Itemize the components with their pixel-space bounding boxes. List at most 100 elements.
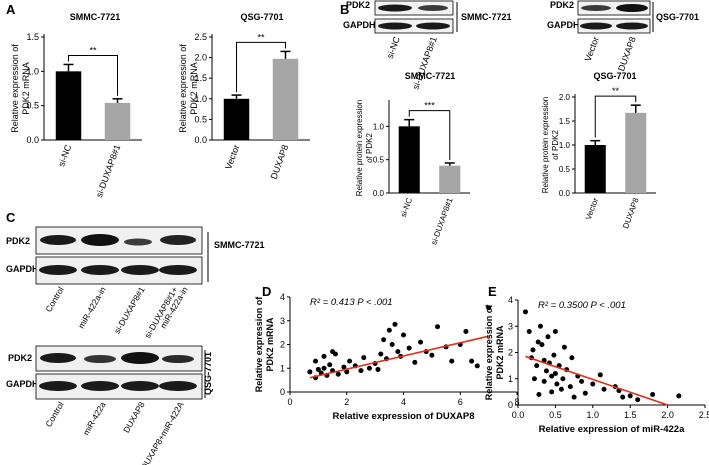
blot-band xyxy=(418,5,448,11)
data-point xyxy=(321,365,327,371)
blot-band xyxy=(81,234,119,246)
blot-band xyxy=(581,5,611,11)
data-point xyxy=(366,365,372,371)
data-point xyxy=(392,321,398,327)
data-point xyxy=(620,394,626,400)
blot-band xyxy=(124,238,152,246)
data-point xyxy=(449,358,455,364)
significance-label: *** xyxy=(424,101,435,111)
data-point xyxy=(543,368,549,374)
y-axis-label-line: PDK2 mRNA xyxy=(495,325,505,380)
blot-strip xyxy=(374,0,454,16)
chart-a-smmc7721: SMMC-7721 Relative expression ofPDK2 mRNA… xyxy=(10,12,142,199)
cell-line-label: SMMC-7721 xyxy=(214,240,265,250)
data-point xyxy=(545,334,551,340)
data-point xyxy=(321,353,327,359)
x-tick-label: 1.0 xyxy=(587,410,600,420)
blot-label-pdk2: PDK2 xyxy=(550,0,574,10)
data-point xyxy=(335,371,341,377)
data-point xyxy=(315,366,321,372)
data-point xyxy=(650,392,656,397)
data-point xyxy=(571,394,577,400)
chart-title: SMMC-7721 xyxy=(70,12,121,22)
data-point xyxy=(558,386,564,392)
y-tick-label: 1.0 xyxy=(26,66,39,76)
x-tick-label: 2.5 xyxy=(699,410,709,420)
data-point xyxy=(386,327,392,333)
y-axis-label-line: Relative protein expression xyxy=(541,97,550,194)
y-tick-label: 4 xyxy=(508,295,513,305)
data-point xyxy=(347,358,353,364)
blot-band xyxy=(162,355,194,363)
data-point xyxy=(313,358,319,364)
data-point xyxy=(549,373,555,379)
data-point xyxy=(534,363,540,369)
blot-label-gapdh: GAPDH xyxy=(6,379,39,389)
blot-band xyxy=(84,355,116,363)
data-point xyxy=(551,352,557,358)
data-point xyxy=(552,329,558,334)
data-point xyxy=(412,359,418,365)
chart-title: SMMC-7721 xyxy=(405,71,456,81)
blot-band xyxy=(580,22,612,30)
y-axis-label: Relative expression ofPDK2 mRNA xyxy=(10,44,31,133)
x-tick-label: si-NC xyxy=(56,143,73,168)
x-tick-label: 0.0 xyxy=(512,410,525,420)
lane-label: miR-422a-in xyxy=(76,285,108,330)
y-tick-label: 4 xyxy=(280,292,285,302)
y-tick-label: 2.5 xyxy=(194,32,207,42)
y-axis-label-line: Relative expression of xyxy=(484,304,494,401)
y-tick-label: 1 xyxy=(280,363,285,373)
y-tick-label: 1.5 xyxy=(559,117,571,126)
data-point xyxy=(526,329,532,334)
y-tick-label: 2 xyxy=(508,348,513,358)
y-axis-label-line: PDK2 mRNA xyxy=(189,62,199,115)
x-tick-label: 0 xyxy=(287,397,292,407)
blot-label-pdk2: PDK2 xyxy=(6,236,30,246)
x-tick-label: si-NC xyxy=(399,196,414,218)
data-point xyxy=(536,392,542,397)
data-point xyxy=(601,386,607,392)
y-axis-label-line: Relative protein expression xyxy=(355,100,364,197)
data-point xyxy=(627,393,633,399)
significance-bracket xyxy=(236,41,286,93)
y-tick-label: 1.0 xyxy=(559,141,571,150)
y-tick-label: 1.0 xyxy=(373,122,385,131)
data-point xyxy=(469,358,475,364)
y-tick-label: 2.0 xyxy=(559,93,571,102)
y-tick-label: 0.0 xyxy=(559,189,571,198)
x-tick-label: 1.5 xyxy=(624,410,637,420)
data-point xyxy=(429,352,435,358)
blot-label-gapdh: GAPDH xyxy=(547,20,580,30)
blot-band xyxy=(121,352,159,364)
blot-band xyxy=(121,381,159,391)
x-tick-label: Vector xyxy=(223,143,241,170)
x-tick-label: 6 xyxy=(458,397,463,407)
blot-strip xyxy=(374,18,454,34)
y-tick-label: 0 xyxy=(280,387,285,397)
data-point xyxy=(567,384,573,390)
bar xyxy=(223,98,250,140)
panel-label-b: B xyxy=(340,2,349,17)
data-point xyxy=(330,349,336,355)
data-point xyxy=(676,393,682,399)
lane-label: miR-422a xyxy=(81,400,108,437)
y-axis-label-line: of PDK2 xyxy=(551,130,560,160)
panel-label-e: E xyxy=(488,284,497,299)
blot-label-gapdh: GAPDH xyxy=(6,264,39,274)
blot-label-gapdh: GAPDH xyxy=(343,20,376,30)
significance-label: ** xyxy=(89,45,97,55)
y-axis-label: Relative expression ofPDK2 mRNA xyxy=(484,304,505,401)
x-tick-label: 2 xyxy=(344,397,349,407)
x-tick-label: DUXAP8 xyxy=(269,143,291,180)
data-point xyxy=(375,366,381,372)
lane-label: DUXAP8+miR-422A xyxy=(139,400,186,465)
data-point xyxy=(361,355,367,361)
y-tick-label: 3 xyxy=(280,316,285,326)
blot-b-right: PDK2 GAPDH QSG-7701 Vector DUXAP8 xyxy=(547,0,699,73)
significance-label: ** xyxy=(257,32,265,42)
significance-label: ** xyxy=(612,86,620,96)
bar xyxy=(439,165,461,193)
x-tick-label: Vector xyxy=(584,196,600,221)
